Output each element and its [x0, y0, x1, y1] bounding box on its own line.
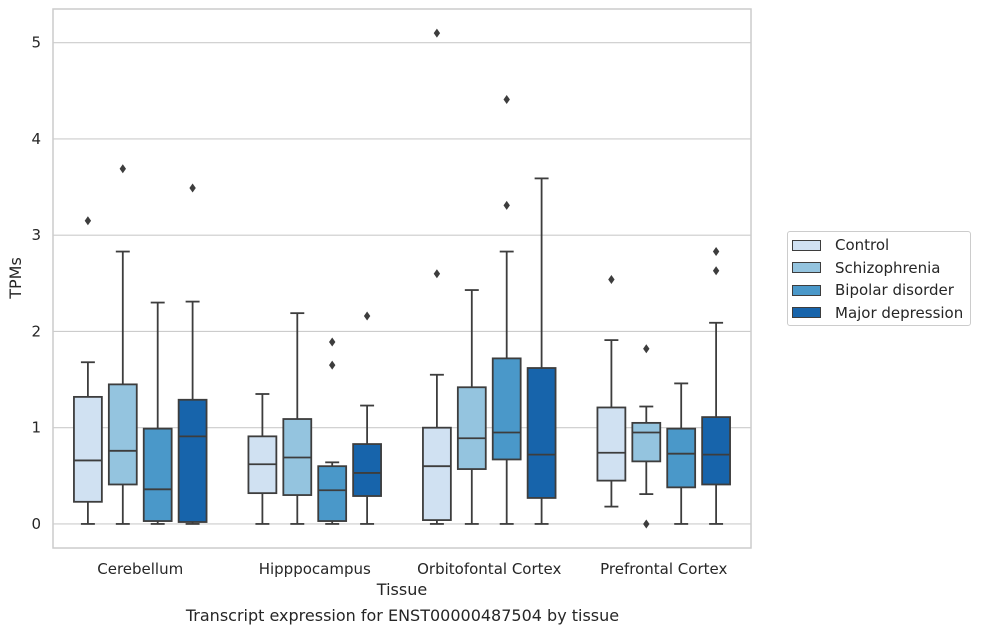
box-major-depression [352, 311, 382, 525]
box-schizophrenia [631, 344, 662, 529]
box-iqr [317, 465, 348, 522]
axes: 0 1 2 3 4 5 Cerebellum Hipppocampus Orbitofontal… [31, 8, 752, 578]
chart-caption: Transcript expression for ENST0000048750… [185, 606, 620, 625]
box-iqr [177, 398, 208, 523]
y-axis-title: TPMs [6, 257, 25, 300]
outlier-point [329, 360, 336, 370]
outlier-point [608, 274, 615, 284]
outlier-point [503, 200, 510, 210]
x-tick-label: Hipppocampus [259, 560, 371, 578]
x-tick-label: Orbitofontal Cortex [417, 560, 561, 578]
y-tick-label: 4 [31, 130, 41, 148]
outlier-point [712, 266, 720, 276]
y-tick-label: 5 [31, 34, 41, 52]
box-bipolar-disorder [666, 382, 697, 525]
box-iqr [666, 427, 697, 489]
box-iqr [491, 357, 522, 461]
x-axis-title: Tissue [376, 580, 427, 599]
legend-item: Major depression [792, 303, 963, 323]
box-iqr [422, 426, 452, 521]
legend-label: Bipolar disorder [835, 281, 954, 299]
legend-label: Control [835, 236, 890, 254]
box-iqr [701, 416, 731, 486]
box-bipolar-disorder [142, 301, 173, 525]
outlier-point [84, 216, 92, 226]
legend-item: Bipolar disorder [792, 280, 954, 300]
legend-swatch [792, 262, 821, 273]
y-tick-label: 2 [31, 322, 41, 340]
box-plots [73, 28, 731, 529]
outlier-point [433, 28, 441, 38]
box-iqr [631, 421, 662, 463]
outlier-point [643, 519, 650, 529]
legend-item: Schizophrenia [792, 258, 940, 278]
box-schizophrenia [282, 312, 313, 525]
box-major-depression [701, 247, 731, 525]
outlier-point [643, 344, 650, 354]
box-iqr [526, 367, 557, 499]
legend-swatch [792, 284, 821, 296]
outlier-point [189, 183, 196, 193]
box-schizophrenia [107, 164, 138, 525]
box-control [422, 28, 452, 525]
box-iqr [107, 383, 138, 486]
box-iqr [352, 443, 382, 497]
outlier-point [712, 247, 720, 257]
box-major-depression [526, 177, 557, 525]
box-control [73, 216, 103, 525]
outlier-point [363, 311, 371, 321]
legend-swatch [792, 307, 821, 318]
legend-label: Schizophrenia [835, 258, 941, 277]
outlier-point [119, 164, 126, 174]
box-iqr [73, 395, 103, 503]
outlier-point [503, 94, 510, 104]
y-tick-label: 3 [31, 226, 41, 244]
legend: Control Schizophrenia Bipolar disorder Majo… [787, 231, 971, 326]
box-control [596, 274, 627, 508]
legend-item: Control [792, 235, 889, 255]
box-bipolar-disorder [317, 337, 348, 525]
legend-label: Major depression [835, 303, 964, 322]
box-major-depression [177, 183, 208, 525]
outlier-point [433, 269, 441, 279]
x-tick-label: Cerebellum [97, 560, 183, 578]
box-iqr [456, 386, 487, 470]
box-iqr [596, 406, 627, 482]
gridlines [53, 42, 751, 525]
legend-swatch [792, 239, 821, 251]
plot-frame [52, 8, 752, 549]
y-tick-label: 0 [31, 515, 41, 533]
box-iqr [142, 427, 173, 522]
box-control [247, 393, 278, 525]
box-bipolar-disorder [491, 94, 522, 525]
y-tick-label: 1 [31, 419, 41, 437]
x-tick-label: Prefrontal Cortex [600, 560, 727, 578]
box-schizophrenia [456, 289, 487, 525]
outlier-point [329, 337, 336, 347]
